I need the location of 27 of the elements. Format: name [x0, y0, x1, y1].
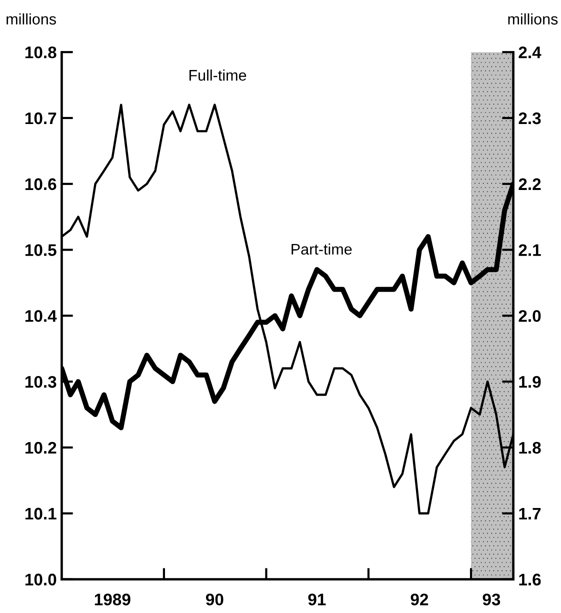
y-axis-title: millions: [6, 13, 56, 25]
y-tick-label: 10.6: [25, 178, 56, 190]
y2-tick-label: 1.6: [519, 574, 541, 586]
y-tick-label: 10.1: [25, 508, 56, 520]
y2-tick-label: 2.4: [518, 46, 542, 58]
y2-tick-label: 1.7: [519, 508, 541, 520]
y2-tick-label: 2.1: [518, 244, 541, 256]
y-tick-label: 10.4: [25, 310, 57, 322]
x-tick-label: 93: [482, 594, 500, 606]
y2-tick-label: 2.2: [518, 178, 541, 190]
y-tick-label: 10.0: [25, 574, 56, 586]
y2-tick-label: 2.0: [518, 310, 541, 322]
annotation: Part-time: [292, 243, 352, 255]
x-tick-label: 90: [206, 594, 224, 606]
annotation: Full-time: [189, 69, 246, 81]
y-tick-label: 10.8: [25, 46, 56, 58]
y-tick-label: 10.2: [25, 442, 56, 454]
y2-tick-label: 2.3: [518, 112, 541, 124]
y-tick-label: 10.5: [25, 244, 56, 256]
y-tick-label: 10.7: [25, 112, 56, 124]
x-tick-label: 91: [308, 594, 326, 606]
y-tick-label: 10.3: [25, 376, 56, 388]
x-tick-label: 1989: [94, 594, 130, 606]
x-tick-label: 92: [410, 594, 428, 606]
y2-tick-label: 1.9: [519, 376, 541, 388]
y2-axis-title: millions: [508, 13, 558, 25]
y2-tick-label: 1.8: [519, 442, 541, 454]
